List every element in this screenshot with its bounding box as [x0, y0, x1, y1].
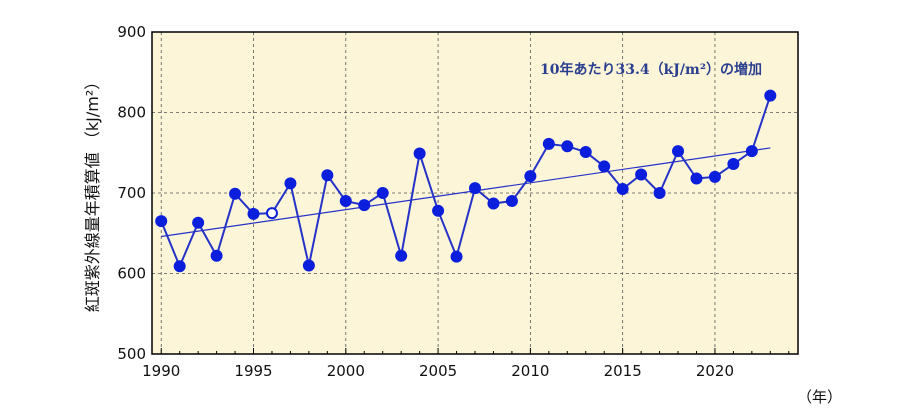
- data-point: [727, 158, 740, 171]
- data-point: [616, 182, 629, 195]
- x-axis-unit-label: （年）: [797, 388, 842, 406]
- data-point: [690, 172, 703, 185]
- y-tick-label: 900: [117, 23, 146, 41]
- plot-frame: [151, 31, 799, 355]
- data-point: [653, 187, 666, 199]
- data-point: [505, 195, 518, 208]
- data-point: [672, 145, 685, 158]
- data-point: [302, 259, 315, 272]
- data-point: [542, 137, 555, 150]
- data-points: [155, 89, 777, 273]
- data-point: [635, 168, 648, 181]
- x-tick-label: 2015: [604, 362, 642, 380]
- data-point: [413, 147, 426, 160]
- x-tick-label: 1990: [142, 362, 180, 380]
- data-point: [376, 187, 389, 199]
- data-point: [210, 249, 223, 262]
- y-tick-label: 700: [117, 184, 146, 202]
- y-tick-label: 800: [117, 104, 146, 122]
- trend-line: [161, 147, 771, 238]
- x-tick-label: 1995: [234, 362, 272, 380]
- y-tick-label: 600: [117, 265, 146, 283]
- data-point: [155, 215, 168, 228]
- data-point: [358, 199, 371, 212]
- data-point: [487, 197, 500, 210]
- data-point: [745, 145, 758, 158]
- y-tick-label: 500: [117, 345, 146, 363]
- data-point: [708, 170, 721, 183]
- trend-annotation: 10年あたり33.4（kJ/m²）の増加: [540, 61, 762, 78]
- series-line: [160, 95, 772, 269]
- y-axis-label: 紅斑紫外線量年積算値 （kJ/m²）: [83, 74, 102, 312]
- data-point: [395, 249, 408, 262]
- data-point: [265, 207, 278, 220]
- x-tick-label: 2010: [511, 362, 549, 380]
- data-point: [524, 170, 537, 183]
- data-point: [764, 89, 777, 102]
- data-point: [192, 216, 205, 229]
- x-tick-label: 2020: [696, 362, 734, 380]
- x-tick-label: 2000: [327, 362, 365, 380]
- x-tick-labels: 1990 1995 2000 2005 2010 2015 2020: [142, 362, 734, 380]
- data-point: [579, 145, 592, 158]
- data-point: [247, 207, 260, 220]
- data-point: [339, 195, 352, 208]
- data-point: [284, 177, 297, 190]
- y-tick-labels: 500 600 700 800 900: [117, 23, 146, 363]
- x-tick-label: 2005: [419, 362, 457, 380]
- data-point: [469, 182, 481, 195]
- data-point: [432, 204, 445, 217]
- data-point: [598, 160, 611, 173]
- data-point: [229, 187, 242, 200]
- data-point: [450, 250, 463, 263]
- data-point: [321, 169, 334, 182]
- data-point: [173, 260, 186, 273]
- data-point: [561, 140, 574, 153]
